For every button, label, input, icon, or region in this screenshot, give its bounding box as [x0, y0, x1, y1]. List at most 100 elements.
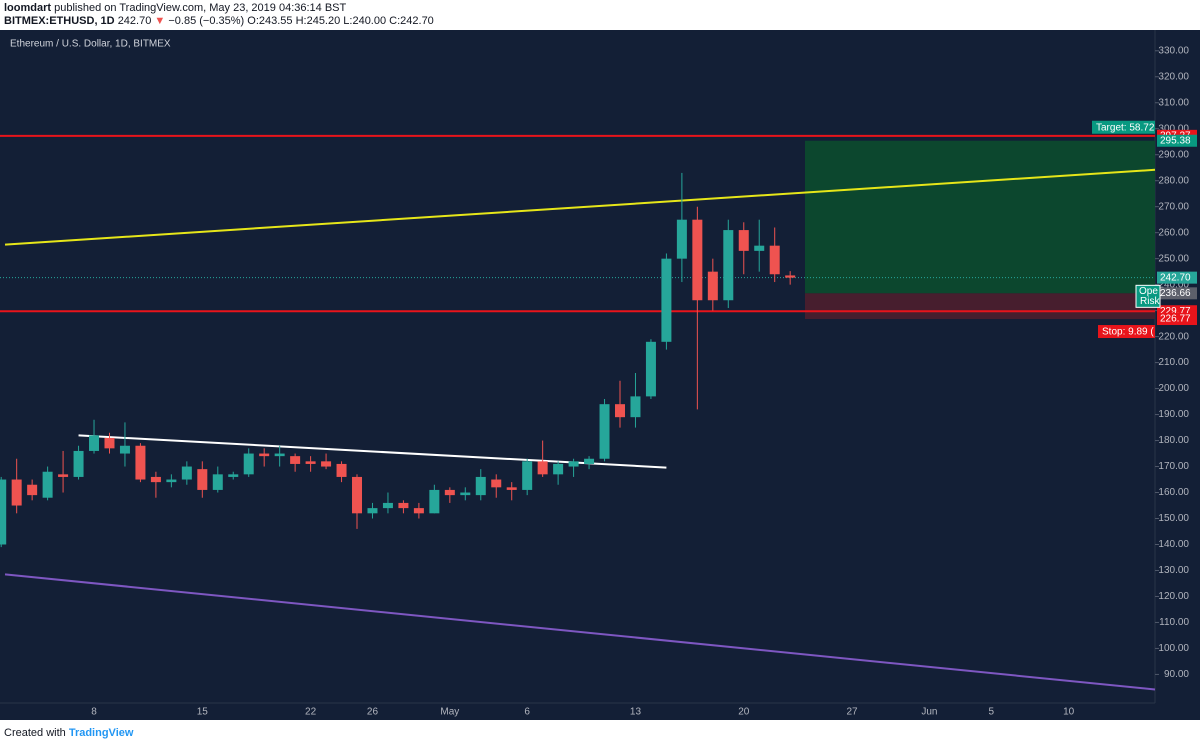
x-tick-label: Jun [921, 707, 937, 718]
candle-body [754, 245, 765, 251]
target-tag-label: 295.38 [1160, 135, 1191, 146]
stop-tag-label: 226.77 [1160, 314, 1191, 325]
y-tick-label: 100.00 [1158, 643, 1189, 654]
candle-body [135, 445, 146, 480]
candle-body [599, 404, 610, 459]
y-tick-label: 130.00 [1158, 565, 1189, 576]
candle-body [522, 461, 533, 490]
y-tick-label: 260.00 [1158, 227, 1189, 238]
x-tick-label: May [440, 707, 459, 718]
candle-body [475, 476, 486, 496]
x-tick-label: 15 [197, 707, 209, 718]
open-label: Ope [1139, 286, 1158, 297]
stop-tag [1157, 313, 1197, 326]
ohlc: O:243.55 H:245.20 L:240.00 C:242.70 [247, 15, 434, 27]
candle-body [367, 508, 378, 514]
x-tick-label: 26 [367, 707, 379, 718]
candle-body [460, 492, 471, 496]
y-tick-label: 170.00 [1158, 461, 1189, 472]
candle-body [290, 456, 301, 464]
candle-body [197, 469, 208, 490]
candle-body [553, 463, 564, 475]
candle-body [336, 463, 347, 477]
candle-body [11, 479, 22, 506]
candle-body [73, 450, 84, 477]
price: 242.70 [117, 15, 152, 27]
candle-body [661, 258, 672, 342]
arrow: ▼ [154, 15, 166, 27]
change: −0.85 (−0.35%) [168, 15, 245, 27]
candle-body [243, 453, 254, 475]
chart-background [0, 30, 1200, 720]
target-zone [805, 140, 1155, 294]
candle-body [150, 476, 161, 483]
candle-body [785, 275, 796, 278]
candle-body [723, 230, 734, 301]
x-tick-label: 5 [988, 707, 994, 718]
y-tick-label: 280.00 [1158, 175, 1189, 186]
candle-body [382, 502, 393, 509]
header: loomdart published on TradingView.com, M… [4, 2, 434, 28]
candle-body [429, 489, 440, 514]
brand: TradingView [68, 727, 134, 739]
stop-label: Stop: 9.89 ( [1102, 327, 1154, 338]
candle-body [352, 476, 363, 514]
y-tick-label: 200.00 [1158, 383, 1189, 394]
last-price-tag-label: 242.70 [1160, 272, 1191, 283]
y-tick-label: 290.00 [1158, 149, 1189, 160]
entry-tag-label: 236.66 [1160, 288, 1191, 299]
y-tick-label: 300.00 [1158, 123, 1189, 134]
x-tick-label: 10 [1063, 707, 1075, 718]
trendline [4, 168, 1156, 246]
symbol: BITMEX:ETHUSD, 1D [4, 15, 115, 27]
y-tick-label: 210.00 [1158, 357, 1189, 368]
y-tick-label: 90.00 [1164, 669, 1189, 680]
trendline [78, 434, 667, 469]
entry-tag [1157, 287, 1197, 300]
candle-body [584, 458, 595, 464]
candle-body [738, 230, 749, 251]
candle-body [413, 508, 424, 514]
candle-body [676, 219, 687, 259]
candle-body [537, 461, 548, 475]
candle-body [444, 489, 455, 496]
trendline [4, 573, 1156, 691]
y-tick-label: 320.00 [1158, 71, 1189, 82]
candle-body [0, 479, 7, 545]
candle-body [305, 461, 316, 464]
last-price-tag [1157, 271, 1197, 284]
stop-zone [805, 293, 1155, 320]
candle-body [89, 435, 100, 451]
candle-body [212, 474, 223, 490]
candle-body [181, 466, 192, 480]
candle-body [119, 445, 130, 454]
candle-body [707, 271, 718, 301]
target-label: Target: 58.72 [1096, 122, 1155, 133]
y-tick-label: 240.00 [1158, 279, 1189, 290]
chart-title: Ethereum / U.S. Dollar, 1D, BITMEX [10, 39, 171, 50]
open-risk-box [1135, 284, 1161, 308]
candle-body [398, 502, 409, 509]
candle-body [42, 471, 53, 498]
y-tick-label: 330.00 [1158, 45, 1189, 56]
y-tick-label: 270.00 [1158, 201, 1189, 212]
y-tick-label: 190.00 [1158, 409, 1189, 420]
y-tick-label: 120.00 [1158, 591, 1189, 602]
y-tick-label: 180.00 [1158, 435, 1189, 446]
candle-body [166, 479, 177, 483]
y-tick-label: 310.00 [1158, 97, 1189, 108]
candle-body [274, 453, 285, 457]
target-tag [1157, 134, 1197, 147]
candle-body [228, 474, 239, 477]
x-tick-label: 13 [630, 707, 642, 718]
candle-body [568, 461, 579, 467]
created: Created with [4, 727, 66, 739]
author: loomdart [4, 2, 52, 14]
candle-body [769, 245, 780, 275]
candle-body [259, 453, 270, 457]
y-tick-label: 160.00 [1158, 487, 1189, 498]
candle-body [104, 437, 115, 449]
y-tick-label: 110.00 [1159, 617, 1189, 628]
